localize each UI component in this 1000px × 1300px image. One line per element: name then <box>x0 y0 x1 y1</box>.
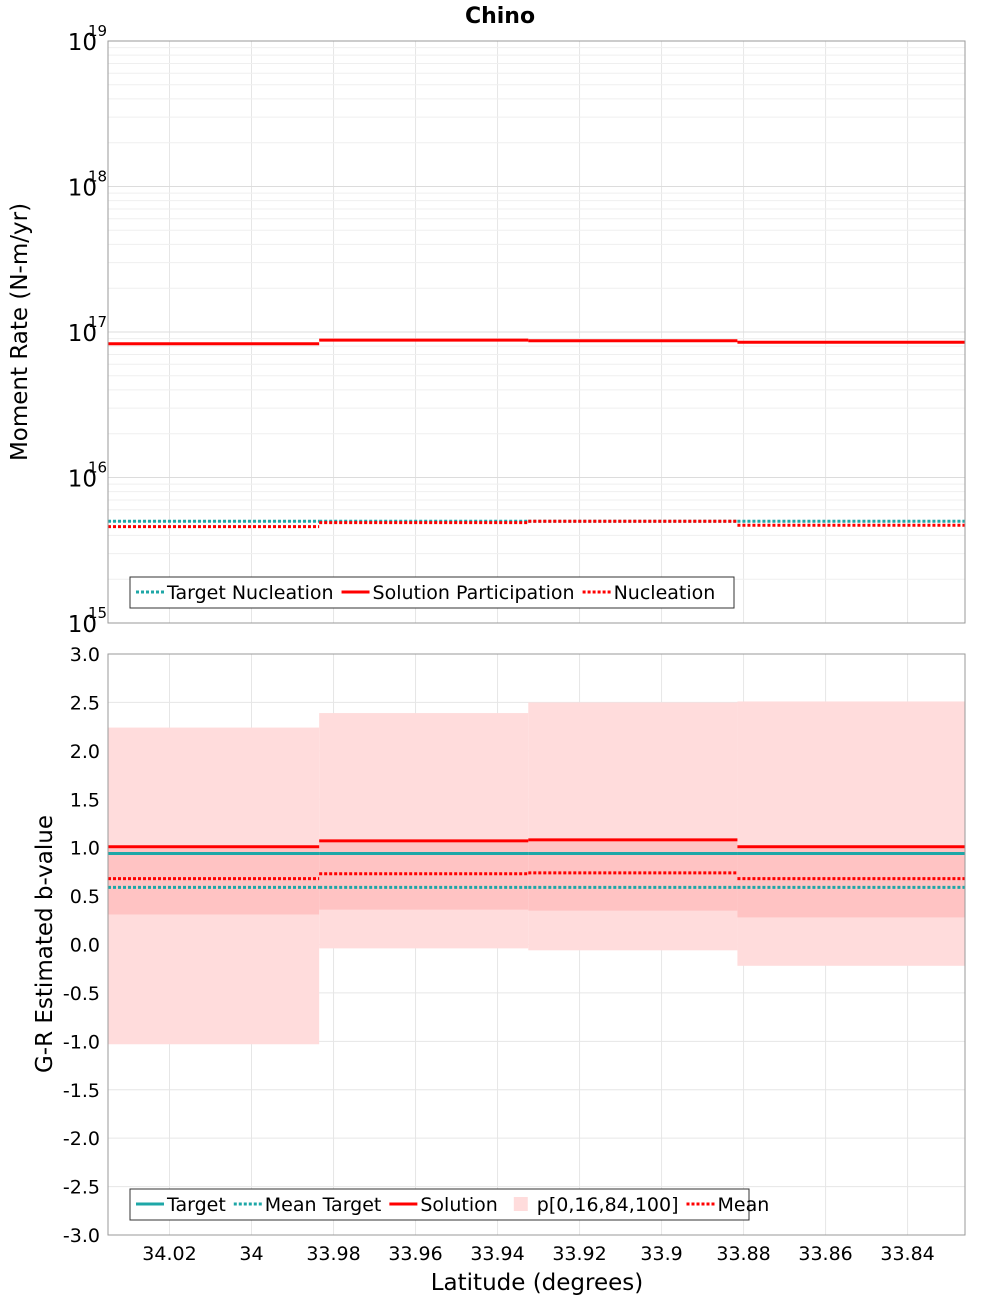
top-y-tick-exponent: 17 <box>88 313 107 331</box>
x-tick-label: 34.02 <box>142 1243 196 1265</box>
y-tick-label: -0.5 <box>63 983 100 1005</box>
bottom-plot-frame <box>107 653 966 1236</box>
band-p0-p100 <box>528 702 738 951</box>
y-tick-label: 0.0 <box>70 935 100 957</box>
band-p16-p84 <box>108 848 320 915</box>
x-tick-label: 33.96 <box>388 1243 442 1265</box>
y-tick-label: 0.5 <box>70 886 100 908</box>
top-gridlines <box>108 41 965 624</box>
x-tick-label: 33.88 <box>716 1243 770 1265</box>
y-tick-label: -2.0 <box>63 1128 100 1150</box>
top-plot-frame <box>107 40 966 624</box>
x-tick-label: 33.92 <box>552 1243 606 1265</box>
legend-label: p[0,16,84,100] <box>537 1194 679 1216</box>
y-tick-label: -3.0 <box>63 1225 100 1247</box>
legend-box <box>129 576 735 609</box>
legend-swatch <box>513 1197 528 1211</box>
legend-label: Nucleation <box>614 582 716 604</box>
top-y-tick-base: 10 <box>68 467 97 493</box>
top-y-tick-exponent: 19 <box>88 22 107 40</box>
x-tick-label: 33.86 <box>798 1243 852 1265</box>
y-tick-label: 1.0 <box>70 838 100 860</box>
band-p0-p100 <box>319 713 529 949</box>
top-y-tick-exponent: 15 <box>88 604 107 622</box>
bottom-series <box>108 838 965 889</box>
x-tick-label: 33.98 <box>306 1243 360 1265</box>
x-tick-label: 34 <box>239 1243 263 1265</box>
top-y-tick-base: 10 <box>68 30 97 56</box>
y-tick-label: 1.5 <box>70 789 100 811</box>
x-tick-labels: 34.02 34 33.98 33.96 33.94 33.92 33.9 33.88 33.8… <box>142 1243 934 1265</box>
legend-label: Mean <box>718 1194 770 1216</box>
bottom-legend: Target Mean Target Solution p[0,16,84,100] M… <box>129 1188 770 1221</box>
x-tick-label: 33.94 <box>470 1243 524 1265</box>
legend-label: Solution Participation <box>373 582 575 604</box>
top-y-tick-exponent: 16 <box>88 459 107 477</box>
top-y-tick-base: 10 <box>68 321 97 347</box>
y-tick-label: 2.5 <box>70 692 100 714</box>
chart-title: Chino <box>465 4 535 29</box>
bottom-y-tick-labels: -3.0 -2.5 -2.0 -1.5 -1.0 -0.5 0.0 0.5 1.0 1.5 2.0 2… <box>63 644 100 1247</box>
legend-label: Mean Target <box>265 1194 382 1216</box>
legend-label: Solution <box>420 1194 497 1216</box>
top-series <box>108 338 965 529</box>
top-y-axis-label: Moment Rate (N-m/yr) <box>7 203 33 461</box>
y-tick-label: -2.5 <box>63 1177 100 1199</box>
top-y-tick-base: 10 <box>68 612 97 638</box>
top-legend: Target Nucleation Solution Participation N… <box>129 576 735 609</box>
y-tick-label: 2.0 <box>70 741 100 763</box>
legend-label: Target Nucleation <box>166 582 334 604</box>
y-tick-label: -1.5 <box>63 1080 100 1102</box>
x-tick-label: 33.84 <box>880 1243 934 1265</box>
x-axis-label: Latitude (degrees) <box>431 1270 644 1296</box>
legend-box <box>129 1188 750 1221</box>
b-value-panel: -3.0 -2.5 -2.0 -1.5 -1.0 -0.5 0.0 0.5 1.0 1.5 2.0 2… <box>32 644 966 1296</box>
top-y-tick-exponent: 18 <box>88 168 107 186</box>
y-tick-label: -1.0 <box>63 1031 100 1053</box>
top-y-tick-base: 10 <box>68 176 97 202</box>
x-tick-label: 33.9 <box>640 1243 682 1265</box>
bottom-y-axis-label: G-R Estimated b-value <box>32 815 58 1073</box>
band-p0-p100 <box>737 701 965 966</box>
legend-label: Target <box>166 1194 226 1216</box>
band-p16-p84 <box>737 848 965 918</box>
y-tick-label: 3.0 <box>70 644 100 666</box>
